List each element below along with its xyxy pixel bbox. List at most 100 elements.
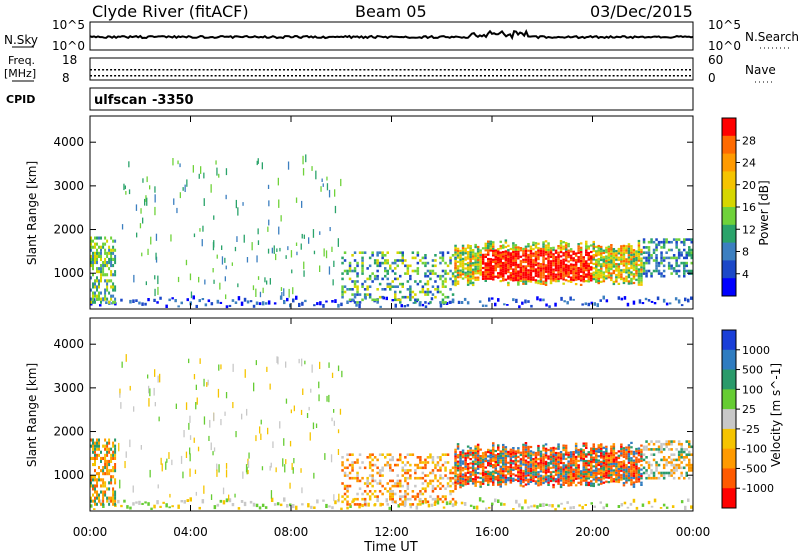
data-cell <box>147 298 150 302</box>
data-cell <box>529 263 533 266</box>
power-colorbar-label: Power [dB] <box>757 180 771 245</box>
data-cell <box>333 260 335 267</box>
data-cell <box>688 440 691 443</box>
data-cell <box>334 189 336 197</box>
data-cell <box>396 479 399 483</box>
nave-dot <box>520 75 523 77</box>
data-cell <box>617 263 621 266</box>
freq-dot <box>407 69 410 71</box>
data-cell <box>519 458 523 461</box>
data-cell <box>489 478 492 481</box>
freq-dot <box>347 69 350 71</box>
data-cell <box>549 247 553 250</box>
data-cell <box>539 476 543 479</box>
data-cell <box>595 263 598 266</box>
data-cell <box>366 482 369 485</box>
data-cell <box>569 457 573 460</box>
colorbar-segment <box>722 349 736 371</box>
data-cell <box>642 246 646 249</box>
data-cell <box>464 258 467 261</box>
nave-dot <box>484 75 486 77</box>
data-cell <box>391 269 394 273</box>
data-cell <box>502 461 505 464</box>
data-cell <box>434 487 437 490</box>
data-cell <box>146 176 148 183</box>
data-cell <box>592 465 595 468</box>
data-cell <box>587 453 590 456</box>
data-cell <box>577 464 580 467</box>
data-cell <box>655 469 658 472</box>
data-cell <box>610 465 613 468</box>
data-cell <box>104 273 107 277</box>
freq-dot <box>548 69 551 71</box>
data-cell <box>547 242 550 245</box>
data-cell <box>376 251 379 254</box>
data-cell <box>567 462 570 465</box>
data-cell <box>386 461 389 464</box>
data-cell <box>552 479 555 482</box>
data-cell <box>203 416 206 425</box>
data-cell <box>529 472 533 475</box>
data-cell <box>620 469 623 472</box>
data-cell <box>585 280 588 283</box>
data-cell <box>675 246 678 249</box>
data-cell <box>421 487 425 490</box>
data-cell <box>524 479 528 482</box>
data-cell <box>255 301 259 305</box>
data-cell <box>560 502 563 505</box>
data-cell <box>602 481 606 484</box>
data-cell <box>454 453 457 456</box>
data-cell <box>542 267 545 270</box>
data-cell <box>168 452 170 459</box>
data-cell <box>569 248 573 251</box>
data-cell <box>474 471 477 474</box>
data-cell <box>592 247 595 250</box>
data-cell <box>92 251 94 255</box>
colorbar-tick-label: 1000 <box>742 344 770 357</box>
data-cell <box>346 506 349 510</box>
data-cell <box>630 258 633 261</box>
data-cell <box>356 471 359 475</box>
data-cell <box>112 251 115 255</box>
data-cell <box>677 453 681 456</box>
data-cell <box>572 263 575 266</box>
data-cell <box>419 456 422 459</box>
data-cell <box>376 269 379 273</box>
data-cell <box>534 469 538 472</box>
data-cell <box>351 254 354 257</box>
data-cell <box>554 447 558 450</box>
data-cell <box>612 254 616 257</box>
data-cell <box>416 476 420 480</box>
data-cell <box>544 251 548 254</box>
data-cell <box>657 463 661 467</box>
data-cell <box>434 264 437 268</box>
data-cell <box>627 276 631 279</box>
data-cell <box>542 274 545 277</box>
data-cell <box>527 478 530 481</box>
data-cell <box>579 481 583 484</box>
data-cell <box>225 463 228 469</box>
data-cell <box>301 301 304 306</box>
data-cell <box>464 465 467 468</box>
data-cell <box>650 240 653 244</box>
data-cell <box>514 244 518 247</box>
data-cell <box>196 397 198 405</box>
data-cell <box>386 261 389 265</box>
data-cell <box>640 281 643 284</box>
data-cell <box>96 472 98 476</box>
data-cell <box>356 492 359 496</box>
data-cell <box>291 462 293 470</box>
data-cell <box>590 454 593 457</box>
data-cell <box>627 476 631 480</box>
data-cell <box>637 467 641 470</box>
data-cell <box>266 280 268 285</box>
data-cell <box>595 280 598 283</box>
data-cell <box>615 452 618 455</box>
data-cell <box>94 251 96 255</box>
data-cell <box>348 463 352 467</box>
data-cell <box>358 301 362 304</box>
data-cell <box>590 456 593 459</box>
data-cell <box>567 269 570 272</box>
data-cell <box>404 503 407 506</box>
data-cell <box>411 290 415 294</box>
